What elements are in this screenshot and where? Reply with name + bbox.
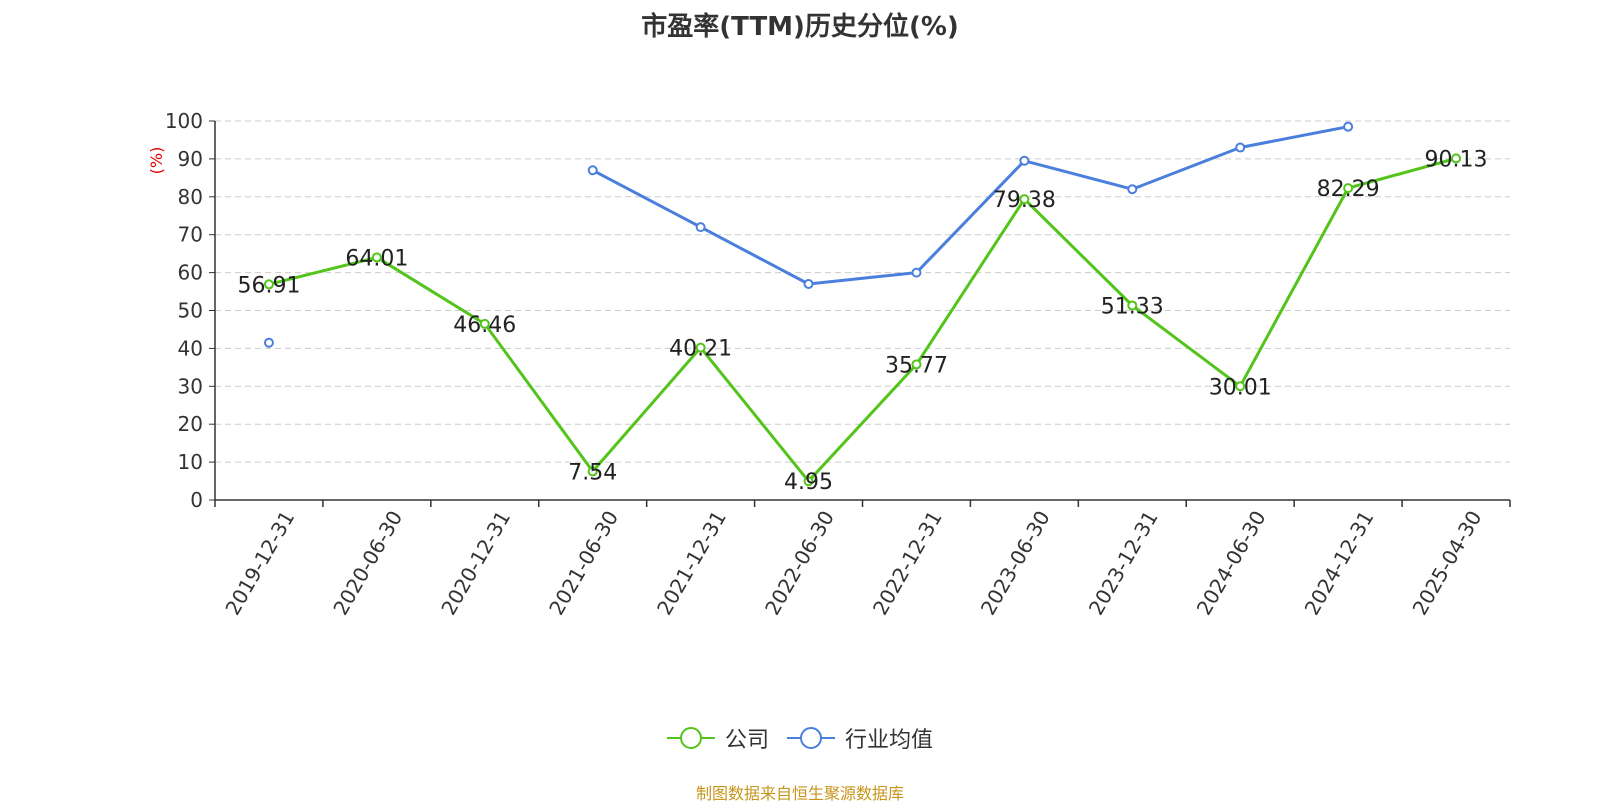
y-tick-label: 70 [178,223,203,247]
data-label: 46.46 [453,313,516,338]
legend: 公司 行业均值 [0,722,1600,754]
data-point-1-4 [695,222,706,233]
y-tick-label: 60 [178,261,203,285]
x-tick-label: 2025-04-30 [1408,507,1487,620]
grid-lines [215,120,1510,463]
data-point-1-8 [1127,184,1138,195]
data-point-1-10 [1343,121,1354,132]
data-point-0-1 [371,252,382,263]
x-tick-label: 2023-12-31 [1084,507,1163,620]
data-label: 30.01 [1209,375,1272,400]
chart-title: 市盈率(TTM)历史分位(%) [641,12,959,42]
data-label: 79.38 [993,188,1056,213]
axes: 0 10 20 30 40 50 60 70 80 90 100 (%) 2019-12-31 2020-… [147,109,1511,620]
data-label: 51.33 [1101,294,1164,319]
y-tick-label: 20 [178,412,203,436]
data-point-1-6 [911,267,922,278]
legend-item-company[interactable]: 公司 [666,722,769,754]
x-tick-label: 2021-06-30 [544,507,623,620]
y-tick-label: 50 [178,299,203,323]
data-label: 82.29 [1317,177,1380,202]
data-label: 35.77 [885,353,948,378]
legend-company-label: 公司 [724,728,769,753]
series-line-0 [268,156,1457,483]
series-line-1 [592,125,1349,286]
data-point-1-3 [587,165,598,176]
data-point-0-3 [587,466,598,477]
y-tick-label: 10 [178,450,203,474]
legend-industry-icon [787,727,835,749]
x-tick-label: 2024-06-30 [1192,507,1271,620]
y-tick-label: 90 [178,147,203,171]
x-tick-label: 2019-12-31 [220,507,299,620]
data-point-0-4 [695,342,706,353]
x-tick-label: 2023-06-30 [976,507,1055,620]
data-point-0-9 [1235,381,1246,392]
data-point-0-0 [263,279,274,290]
data-point-0-8 [1127,300,1138,311]
data-point-0-10 [1343,183,1354,194]
data-label: 4.95 [784,470,833,495]
data-label: 40.21 [669,337,732,362]
data-label: 90.13 [1425,147,1488,172]
source-note: 制图数据来自恒生聚源数据库 [695,784,904,803]
x-tick-label: 2022-06-30 [760,507,839,620]
x-tick-label: 2024-12-31 [1300,507,1379,620]
data-point-0-6 [911,359,922,370]
y-tick-label: 40 [178,336,203,360]
data-point-0-5 [803,476,814,487]
data-point-1-0 [263,337,274,348]
y-axis-label: (%) [147,147,166,175]
data-label: 56.91 [237,273,300,298]
legend-industry-label: 行业均值 [845,728,934,753]
data-label: 64.01 [345,246,408,271]
data-point-0-2 [479,318,490,329]
legend-item-industry[interactable]: 行业均值 [787,722,933,754]
series-lines [263,121,1462,487]
data-point-1-9 [1235,142,1246,153]
y-tick-label: 0 [190,488,203,512]
data-point-1-5 [803,278,814,289]
legend-company-icon [666,727,715,749]
x-tick-label: 2022-12-31 [868,507,947,620]
x-tick-label: 2020-06-30 [328,507,407,620]
x-tick-label: 2021-12-31 [652,507,731,620]
data-labels: 56.91 64.01 46.46 7.54 40.21 4.95 35.77 79.38 51… [237,147,1487,495]
data-point-1-7 [1019,155,1030,166]
y-tick-label: 100 [165,109,203,133]
data-label: 7.54 [568,460,617,485]
x-tick-label: 2020-12-31 [436,507,515,620]
y-tick-label: 80 [178,185,203,209]
data-point-0-11 [1451,153,1462,164]
data-point-0-7 [1019,194,1030,205]
y-tick-label: 30 [178,374,203,398]
